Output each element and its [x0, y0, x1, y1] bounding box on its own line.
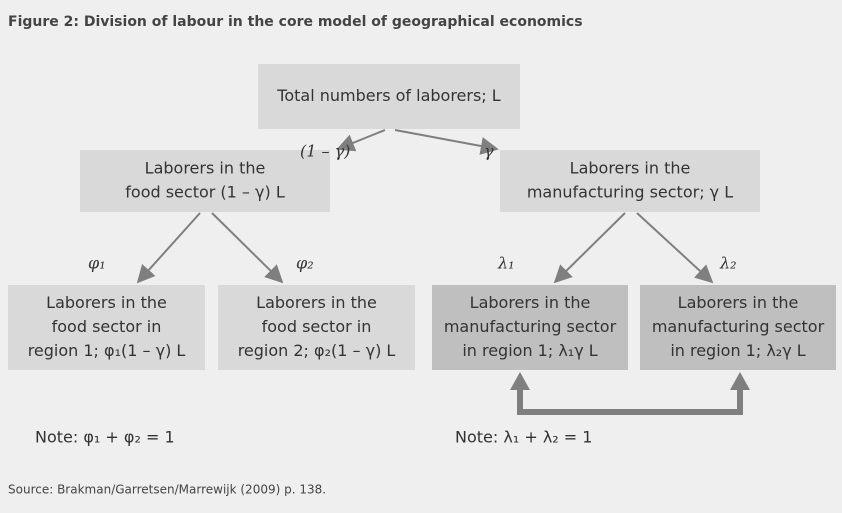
edge-label: φ₁ — [88, 254, 106, 273]
node-label: manufacturing sector; γ L — [527, 183, 733, 202]
node-label: region 2; φ₂(1 – γ) L — [238, 341, 396, 360]
node-label: manufacturing sector — [652, 317, 825, 336]
node-box — [258, 64, 520, 129]
source: Source: Brakman/Garretsen/Marrewijk (200… — [8, 483, 326, 497]
node-label: Laborers in the — [570, 159, 691, 178]
node-label: Total numbers of laborers; L — [276, 86, 500, 105]
edge-label: γ — [484, 142, 494, 161]
title: Figure 2: Division of labour in the core… — [8, 14, 583, 30]
node-box — [8, 285, 205, 370]
node-label: region 1; φ₁(1 – γ) L — [28, 341, 186, 360]
node-label: manufacturing sector — [444, 317, 617, 336]
node-label: Laborers in the — [46, 293, 167, 312]
node-label: food sector in — [262, 317, 372, 336]
node-label: Laborers in the — [470, 293, 591, 312]
note: Note: λ₁ + λ₂ = 1 — [455, 428, 592, 447]
node-box — [640, 285, 836, 370]
node-label: in region 1; λ₁γ L — [462, 341, 597, 360]
node-label: food sector in — [52, 317, 162, 336]
node-box — [80, 150, 330, 212]
node-label: in region 1; λ₂γ L — [670, 341, 805, 360]
double-arrow — [510, 372, 750, 415]
arrows — [136, 129, 714, 284]
node-label: Laborers in the — [256, 293, 377, 312]
node-label: Laborers in the — [145, 159, 266, 178]
edge-label: λ₁ — [497, 254, 515, 273]
edge-label: λ₂ — [719, 254, 737, 273]
note: Note: φ₁ + φ₂ = 1 — [35, 428, 175, 447]
edge-label: (1 – γ) — [300, 142, 350, 161]
edge-label: φ₂ — [296, 254, 314, 273]
node-box — [432, 285, 628, 370]
node-box — [500, 150, 760, 212]
node-label: food sector (1 – γ) L — [125, 183, 285, 202]
node-label: Laborers in the — [678, 293, 799, 312]
node-box — [218, 285, 415, 370]
